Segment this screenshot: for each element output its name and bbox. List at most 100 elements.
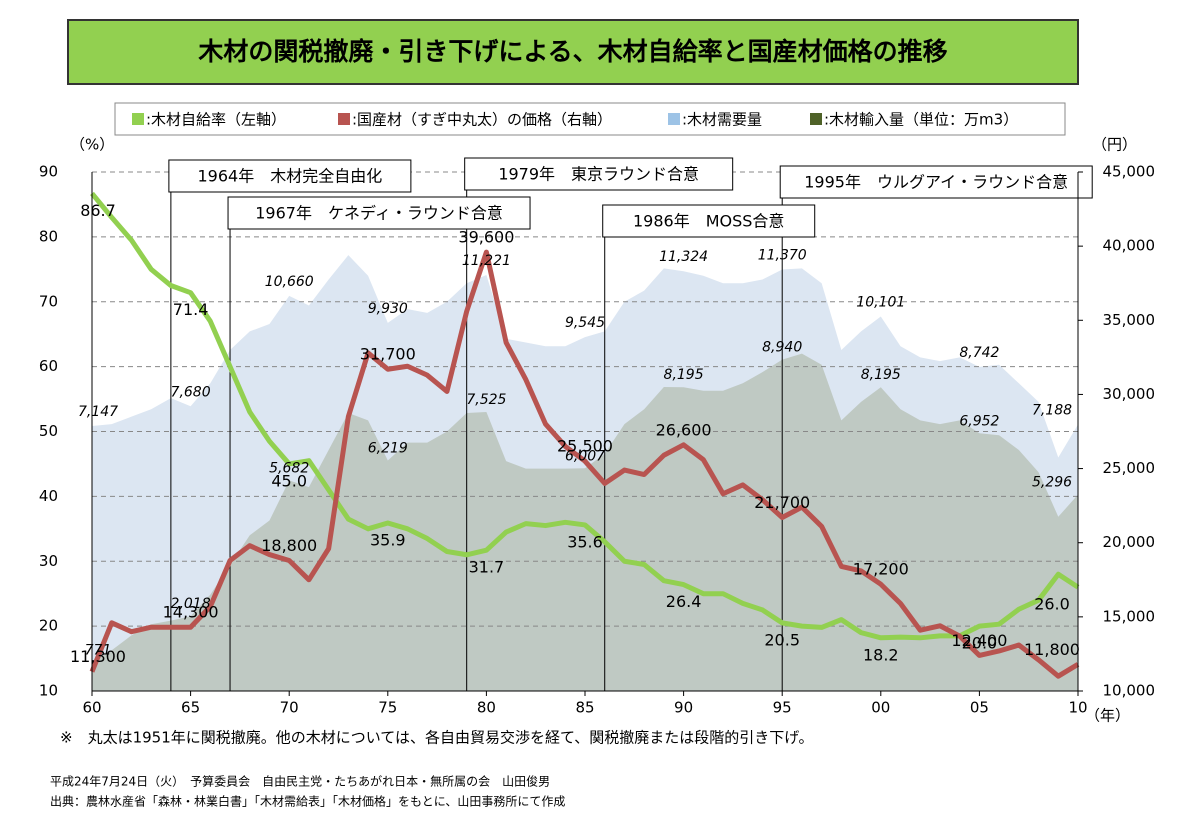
data-label: 8,742 (959, 345, 999, 361)
y2-tick-label: 45,000 (1103, 163, 1156, 181)
data-label: 10,101 (856, 295, 905, 311)
data-label: 11,800 (1024, 640, 1080, 659)
x-tick-label: 10 (1068, 699, 1087, 717)
event-box (779, 165, 1093, 199)
data-label: 5,296 (1032, 475, 1072, 491)
event-label: 1967年 ケネディ・ラウンド合意 (255, 204, 503, 223)
x-tick-label: 80 (477, 699, 496, 717)
event-label: 1964年 木材完全自由化 (198, 167, 383, 186)
y2-axis-unit: （円） (1092, 136, 1137, 154)
legend-swatch (668, 113, 680, 125)
event-box (602, 204, 816, 238)
line (89, 249, 1080, 679)
data-label: 6,219 (368, 440, 408, 456)
x-tick-label: 90 (674, 699, 693, 717)
data-label: 31.7 (469, 558, 505, 577)
data-label: 26.4 (666, 592, 702, 611)
data-label: 31,700 (360, 345, 416, 364)
data-label: 86.7 (80, 201, 116, 220)
x-tick-label: 05 (970, 699, 989, 717)
footnote: 出典：農林水産省「森林・林業白書」「木材需給表」「木材価格」をもとに、山田事務所… (50, 794, 565, 809)
y-tick-label: 70 (39, 292, 58, 310)
data-label: 12,400 (951, 631, 1007, 650)
x-tick-label: 75 (378, 699, 397, 717)
data-label: 25,500 (557, 437, 613, 456)
data-label: 17,200 (853, 560, 909, 579)
x-tick-label: 95 (773, 699, 792, 717)
data-label: 45.0 (271, 471, 307, 490)
data-label: 8,940 (762, 340, 802, 356)
line (90, 191, 1080, 641)
data-label: 26.0 (1034, 595, 1070, 614)
data-label: 7,525 (466, 392, 506, 408)
x-tick-label: 85 (575, 699, 594, 717)
x-tick-label: 65 (181, 699, 200, 717)
y-tick-label: 60 (39, 357, 58, 375)
y2-tick-label: 15,000 (1103, 607, 1156, 625)
data-label: 11,370 (758, 247, 807, 263)
data-label: 39,600 (458, 228, 514, 247)
data-label: 8,195 (664, 367, 704, 383)
y-tick-label: 30 (39, 552, 58, 570)
y-tick-label: 10 (39, 682, 58, 700)
data-label: 71.4 (173, 300, 209, 319)
data-label: 21,700 (754, 493, 810, 512)
y-tick-label: 40 (39, 487, 58, 505)
data-label: 6,007 (565, 448, 605, 464)
y-tick-label: 80 (39, 227, 58, 245)
data-label: 10,660 (265, 274, 314, 290)
data-label: 18,800 (261, 536, 317, 555)
data-label: 5,682 (269, 460, 309, 476)
x-tick-label: 00 (871, 699, 890, 717)
note: ※ 丸太は1951年に関税撤廃。他の木材については、各自由貿易交渉を経て、関税撤… (60, 729, 814, 747)
data-label: 771 (85, 642, 112, 658)
data-label: 20.0 (962, 634, 998, 653)
data-label: 11,300 (70, 647, 126, 666)
y2-tick-label: 30,000 (1103, 385, 1156, 403)
event-label: 1995年 ウルグアイ・ラウンド合意 (804, 173, 1068, 192)
data-label: 7,147 (78, 404, 118, 420)
y2-tick-label: 10,000 (1103, 682, 1156, 700)
y-tick-label: 20 (39, 617, 58, 635)
title-box (67, 19, 1079, 85)
y-axis-unit: （%） (70, 136, 114, 154)
chart-title: 木材の関税撤廃・引き下げによる、木材自給率と国産材価格の推移 (197, 37, 947, 66)
legend-label: :木材需要量 (682, 111, 762, 129)
data-label: 26,600 (656, 420, 712, 439)
y2-tick-label: 25,000 (1103, 459, 1156, 477)
legend-label: :木材自給率（左軸） (146, 111, 286, 129)
footnote: 平成24年7月24日（火） 予算委員会 自由民主党・たちあがれ日本・無所属の会 … (50, 774, 550, 789)
legend-swatch (810, 113, 822, 125)
data-label: 35.9 (370, 530, 406, 549)
event-label: 1986年 MOSS合意 (633, 212, 784, 231)
data-label: 18.2 (863, 645, 899, 664)
x-tick-label: 60 (82, 699, 101, 717)
x-tick-label: 70 (280, 699, 299, 717)
event-box (464, 157, 734, 191)
y2-tick-label: 35,000 (1103, 311, 1156, 329)
legend-swatch (338, 113, 350, 125)
data-label: 8,195 (861, 367, 901, 383)
data-label: 9,545 (565, 315, 605, 331)
data-label: 11,324 (659, 249, 708, 265)
data-label: 35.6 (567, 532, 603, 551)
event-label: 1979年 東京ラウンド合意 (498, 165, 699, 184)
area (92, 353, 1078, 691)
legend-label: :木材輸入量（単位：万m3） (824, 111, 1018, 129)
y2-tick-label: 40,000 (1103, 237, 1156, 255)
data-label: 6,952 (959, 413, 999, 429)
data-label: 9,930 (368, 301, 408, 317)
y2-tick-label: 20,000 (1103, 533, 1156, 551)
legend-box (114, 102, 1066, 136)
y-tick-label: 50 (39, 422, 58, 440)
x-axis-unit: （年） (1085, 707, 1130, 725)
data-label: 7,680 (171, 384, 211, 400)
data-label: 2,018 (171, 596, 211, 612)
data-label: 11,221 (462, 253, 511, 269)
event-box (168, 159, 412, 193)
event-box (227, 196, 531, 230)
data-label: 7,188 (1032, 403, 1072, 419)
y-tick-label: 90 (39, 163, 58, 181)
legend-swatch (132, 113, 144, 125)
